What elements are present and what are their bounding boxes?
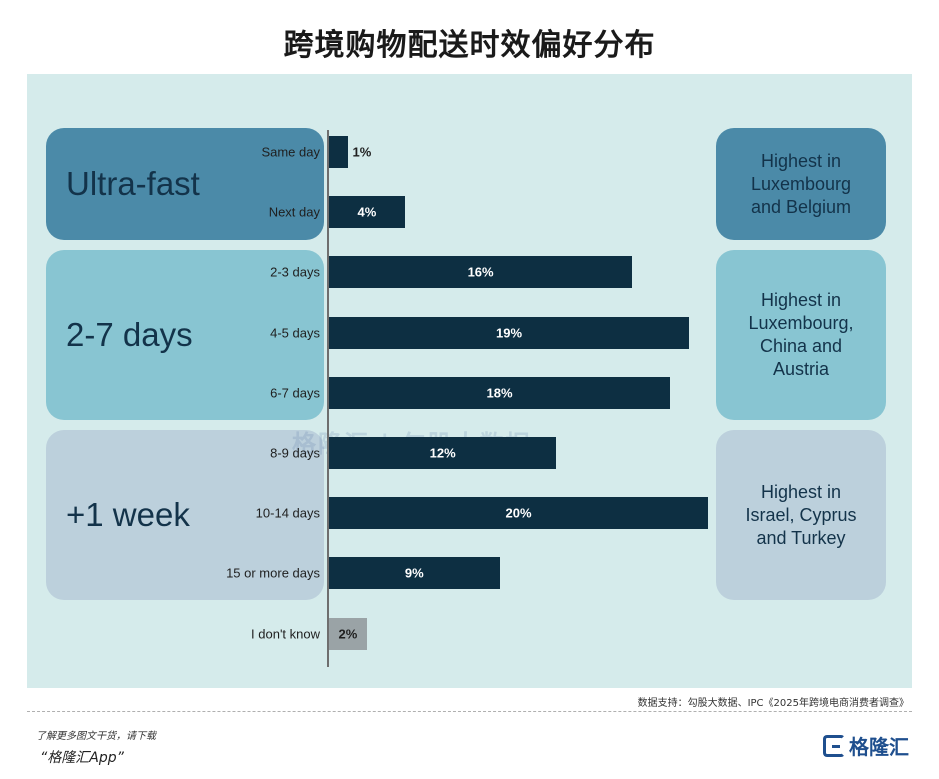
source-note: 数据支持：勾股大数据、IPC《2025年跨境电商消费者调查》: [637, 698, 909, 709]
group-ultra-fast: Ultra-fast: [46, 128, 324, 240]
group-1-week: +1 week: [46, 430, 324, 600]
note-1-week: Highest in Israel, Cyprus and Turkey: [716, 430, 886, 600]
group-label-ultra-fast: Ultra-fast: [66, 165, 200, 202]
note-ultra-fast: Highest in Luxembourg and Belgium: [716, 128, 886, 240]
footer-download-text: 了解更多图文干货，请下载: [36, 731, 156, 742]
brand-logo: 格隆汇: [823, 731, 909, 760]
note-2-7-days: Highest in Luxembourg, China and Austria: [716, 250, 886, 420]
group-2-7-days: 2-7 days: [46, 250, 324, 420]
footer-app-name: “格隆汇App”: [40, 750, 124, 766]
footer-divider: [27, 711, 912, 712]
logo-icon: [823, 734, 845, 757]
chart-axis-line: [327, 130, 329, 667]
logo-text: 格隆汇: [849, 735, 909, 759]
page-title: 跨境购物配送时效偏好分布: [283, 28, 656, 63]
group-label-1-week: +1 week: [66, 496, 190, 533]
group-label-2-7-days: 2-7 days: [66, 316, 193, 353]
